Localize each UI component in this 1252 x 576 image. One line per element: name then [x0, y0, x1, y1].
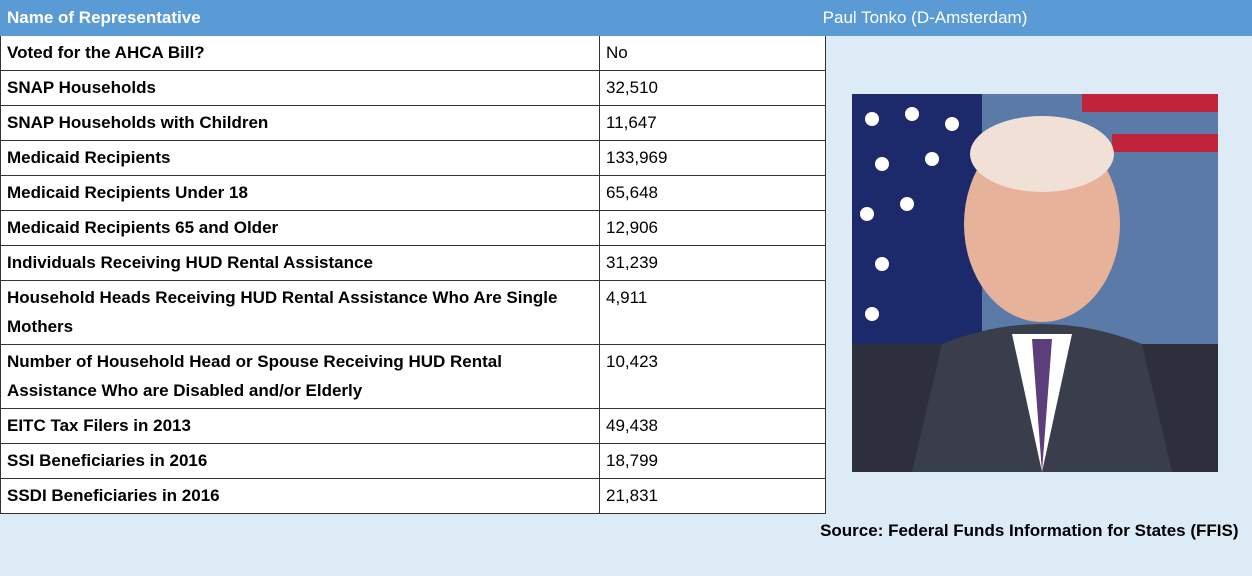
table-row: Medicaid Recipients 133,969 — [0, 140, 1252, 176]
row-value: 32,510 — [599, 70, 826, 106]
table-row: Household Heads Receiving HUD Rental Ass… — [0, 280, 1252, 345]
row-label: Individuals Receiving HUD Rental Assista… — [0, 245, 600, 281]
table-row: SSDI Beneficiaries in 2016 21,831 — [0, 478, 1252, 514]
table-row: EITC Tax Filers in 2013 49,438 — [0, 408, 1252, 444]
row-value: No — [599, 35, 826, 71]
row-value: 4,911 — [599, 280, 826, 345]
row-value: 133,969 — [599, 140, 826, 176]
table-row: Individuals Receiving HUD Rental Assista… — [0, 245, 1252, 281]
table-row: Voted for the AHCA Bill? No — [0, 35, 1252, 514]
row-label: Medicaid Recipients — [0, 140, 600, 176]
row-value: 49,438 — [599, 408, 826, 444]
row-value: 18,799 — [599, 443, 826, 479]
row-value: 65,648 — [599, 175, 826, 211]
row-label: SNAP Households — [0, 70, 600, 106]
row-label: Voted for the AHCA Bill? — [0, 35, 600, 71]
row-label: SSI Beneficiaries in 2016 — [0, 443, 600, 479]
table-row: Number of Household Head or Spouse Recei… — [0, 344, 1252, 409]
row-value: 10,423 — [599, 344, 826, 409]
table-row: Medicaid Recipients Under 18 65,648 — [0, 175, 1252, 211]
row-label: EITC Tax Filers in 2013 — [0, 408, 600, 444]
table-row: Medicaid Recipients 65 and Older 12,906 — [0, 210, 1252, 246]
row-label: SSDI Beneficiaries in 2016 — [0, 478, 600, 514]
row-value: 12,906 — [599, 210, 826, 246]
representative-name: Paul Tonko (D-Amsterdam) — [598, 0, 1252, 36]
row-label: Number of Household Head or Spouse Recei… — [0, 344, 600, 409]
source-note: Source: Federal Funds Information for St… — [0, 513, 1252, 548]
header-label: Name of Representative — [0, 0, 600, 36]
row-label: Medicaid Recipients 65 and Older — [0, 210, 600, 246]
row-value: 21,831 — [599, 478, 826, 514]
row-label: Household Heads Receiving HUD Rental Ass… — [0, 280, 600, 345]
row-value: 31,239 — [599, 245, 826, 281]
table-row: SNAP Households 32,510 — [0, 70, 1252, 106]
row-label: Medicaid Recipients Under 18 — [0, 175, 600, 211]
source-row: Source: Federal Funds Information for St… — [0, 513, 1252, 548]
row-label: SNAP Households with Children — [0, 105, 600, 141]
representative-photo — [852, 94, 1218, 472]
row-value: 11,647 — [599, 105, 826, 141]
header-row: Name of Representative Paul Tonko (D-Ams… — [0, 0, 1252, 36]
table-row: SSI Beneficiaries in 2016 18,799 — [0, 443, 1252, 479]
table-row: SNAP Households with Children 11,647 — [0, 105, 1252, 141]
